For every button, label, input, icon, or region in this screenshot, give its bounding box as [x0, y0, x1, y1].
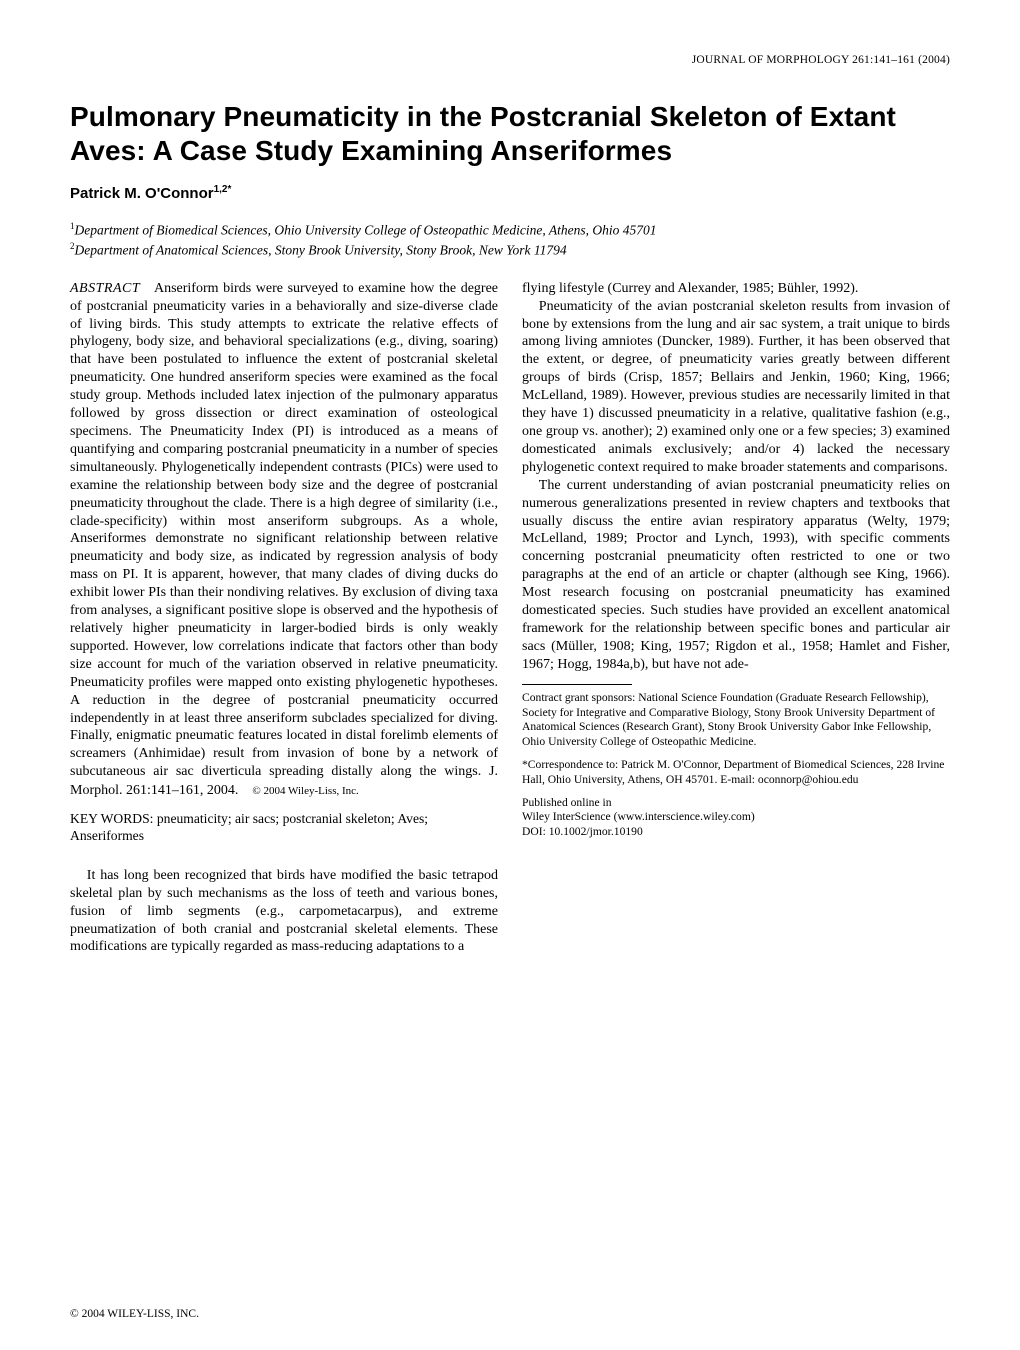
footnote-rule [522, 684, 632, 685]
inline-copyright: © 2004 Wiley-Liss, Inc. [252, 785, 358, 797]
page-footer-copyright: © 2004 WILEY-LISS, INC. [70, 1308, 199, 1320]
right-col-p2: Pneumaticity of the avian postcranial sk… [522, 298, 950, 477]
abstract-text: Anseriform birds were surveyed to examin… [70, 281, 498, 798]
footnote-pub-line1: Published online in [522, 796, 612, 809]
keywords-label: KEY WORDS: [70, 811, 153, 826]
affiliation-2: 2Department of Anatomical Sciences, Ston… [70, 240, 950, 260]
affiliations-block: 1Department of Biomedical Sciences, Ohio… [70, 220, 950, 259]
abstract-label: ABSTRACT [70, 281, 140, 296]
abstract-paragraph: ABSTRACT Anseriform birds were surveyed … [70, 280, 498, 800]
footnote-grant: Contract grant sponsors: National Scienc… [522, 691, 950, 750]
footnote-pub-line2: Wiley InterScience (www.interscience.wil… [522, 810, 755, 823]
author-line: Patrick M. O'Connor1,2* [70, 184, 950, 202]
journal-page: JOURNAL OF MORPHOLOGY 261:141–161 (2004)… [0, 0, 1020, 1350]
intro-paragraph: It has long been recognized that birds h… [70, 867, 498, 957]
right-col-p3: The current understanding of avian postc… [522, 477, 950, 674]
affiliation-1: 1Department of Biomedical Sciences, Ohio… [70, 220, 950, 240]
author-superscript: 1,2* [214, 184, 232, 195]
affil1-text: Department of Biomedical Sciences, Ohio … [75, 223, 657, 238]
two-column-body: ABSTRACT Anseriform birds were surveyed … [70, 280, 950, 957]
author-name: Patrick M. O'Connor [70, 185, 214, 202]
running-head: JOURNAL OF MORPHOLOGY 261:141–161 (2004) [70, 54, 950, 66]
article-title: Pulmonary Pneumaticity in the Postcrania… [70, 100, 950, 168]
keywords-block: KEY WORDS: pneumaticity; air sacs; postc… [70, 810, 498, 845]
right-col-p1: flying lifestyle (Currey and Alexander, … [522, 280, 950, 298]
left-column: ABSTRACT Anseriform birds were surveyed … [70, 280, 498, 957]
footnote-block: Contract grant sponsors: National Scienc… [522, 691, 950, 840]
affil2-text: Department of Anatomical Sciences, Stony… [75, 243, 567, 258]
footnote-doi: DOI: 10.1002/jmor.10190 [522, 825, 643, 838]
footnote-published: Published online in Wiley InterScience (… [522, 796, 950, 840]
footnote-correspondence: *Correspondence to: Patrick M. O'Connor,… [522, 758, 950, 788]
right-column: flying lifestyle (Currey and Alexander, … [522, 280, 950, 957]
